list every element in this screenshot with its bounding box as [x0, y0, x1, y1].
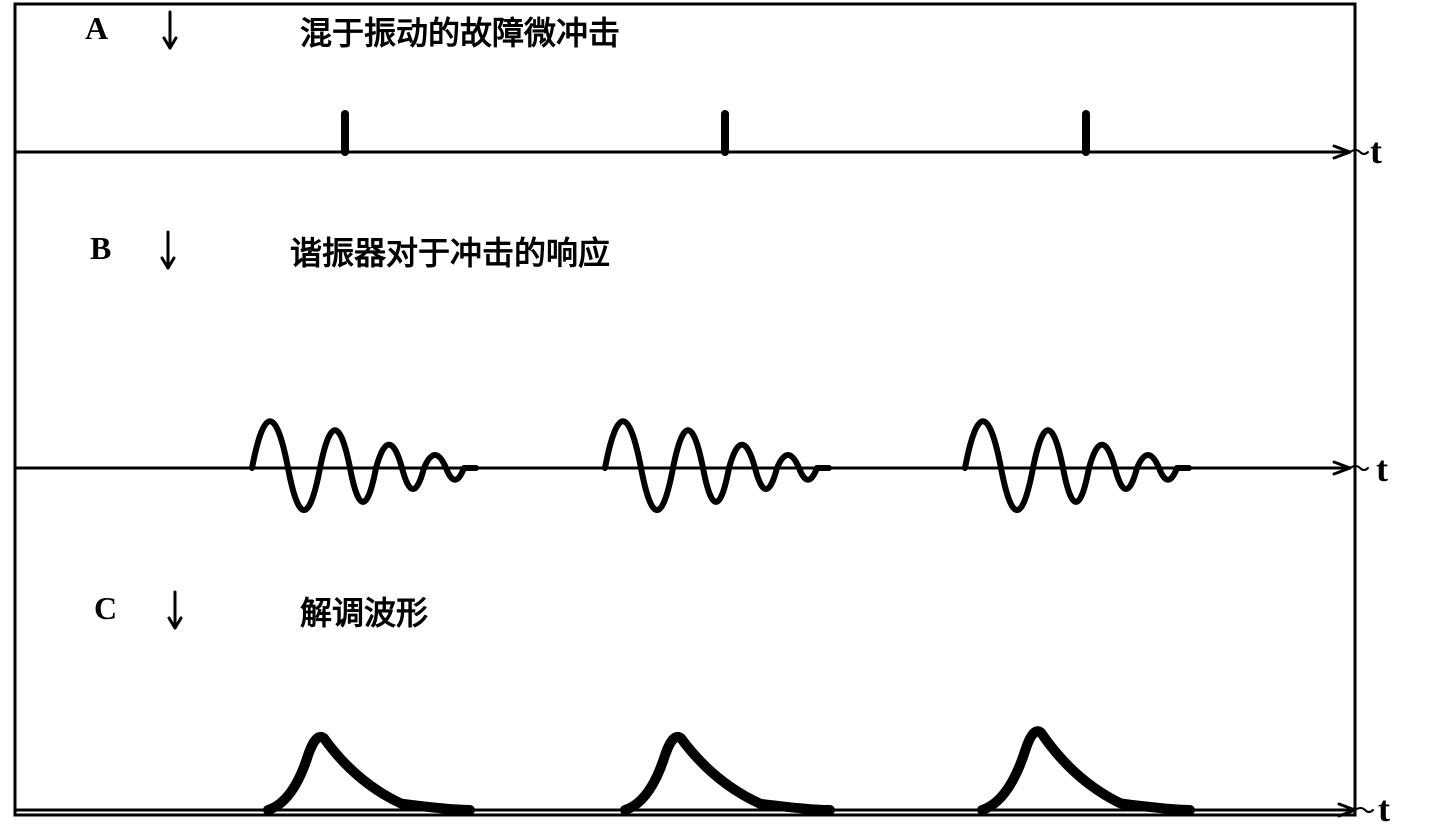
panel-a-t-label: t [1370, 130, 1382, 172]
panel-c-t-label: t [1378, 788, 1390, 830]
panel-b-title: 谐振器对于冲击的响应 [290, 228, 610, 274]
panel-b-label: B [90, 230, 111, 267]
panel-c-title: 解调波形 [300, 588, 428, 634]
panel-c-label: C [94, 590, 117, 627]
panel-b-t-label: t [1376, 448, 1388, 490]
panel-a-title: 混于振动的故障微冲击 [300, 8, 620, 54]
panel-a-label: A [85, 10, 108, 47]
